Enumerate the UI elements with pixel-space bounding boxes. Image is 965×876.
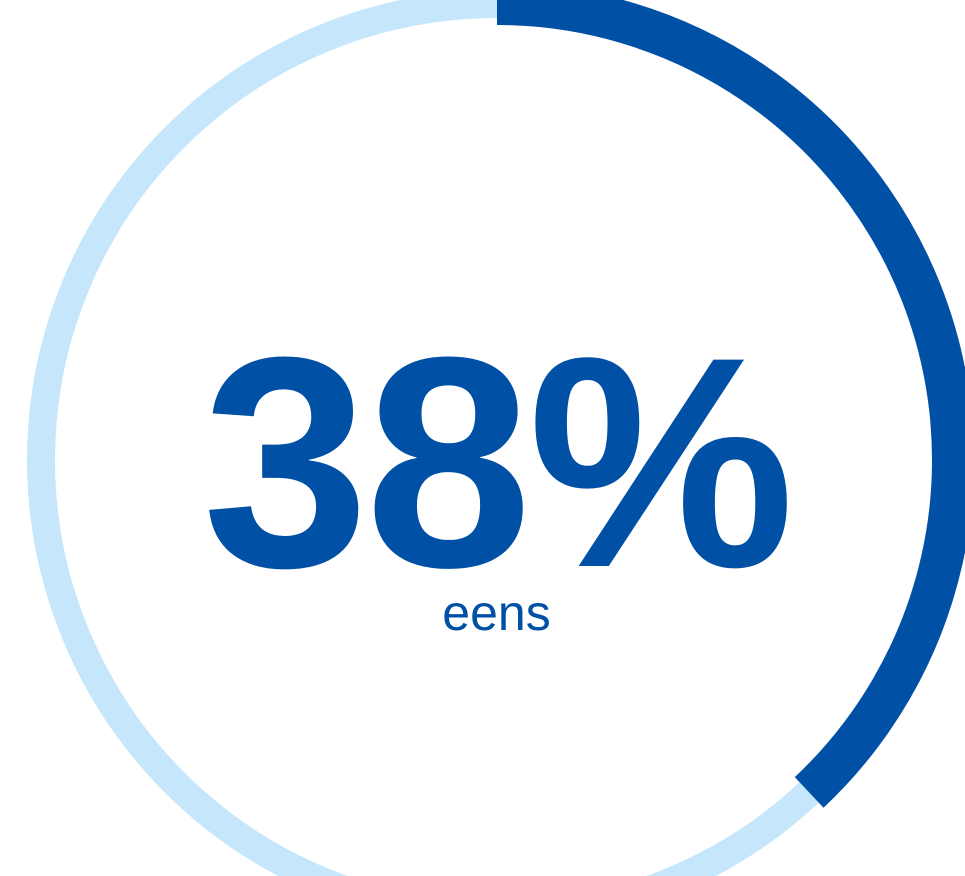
ring-fill (496, 0, 965, 808)
